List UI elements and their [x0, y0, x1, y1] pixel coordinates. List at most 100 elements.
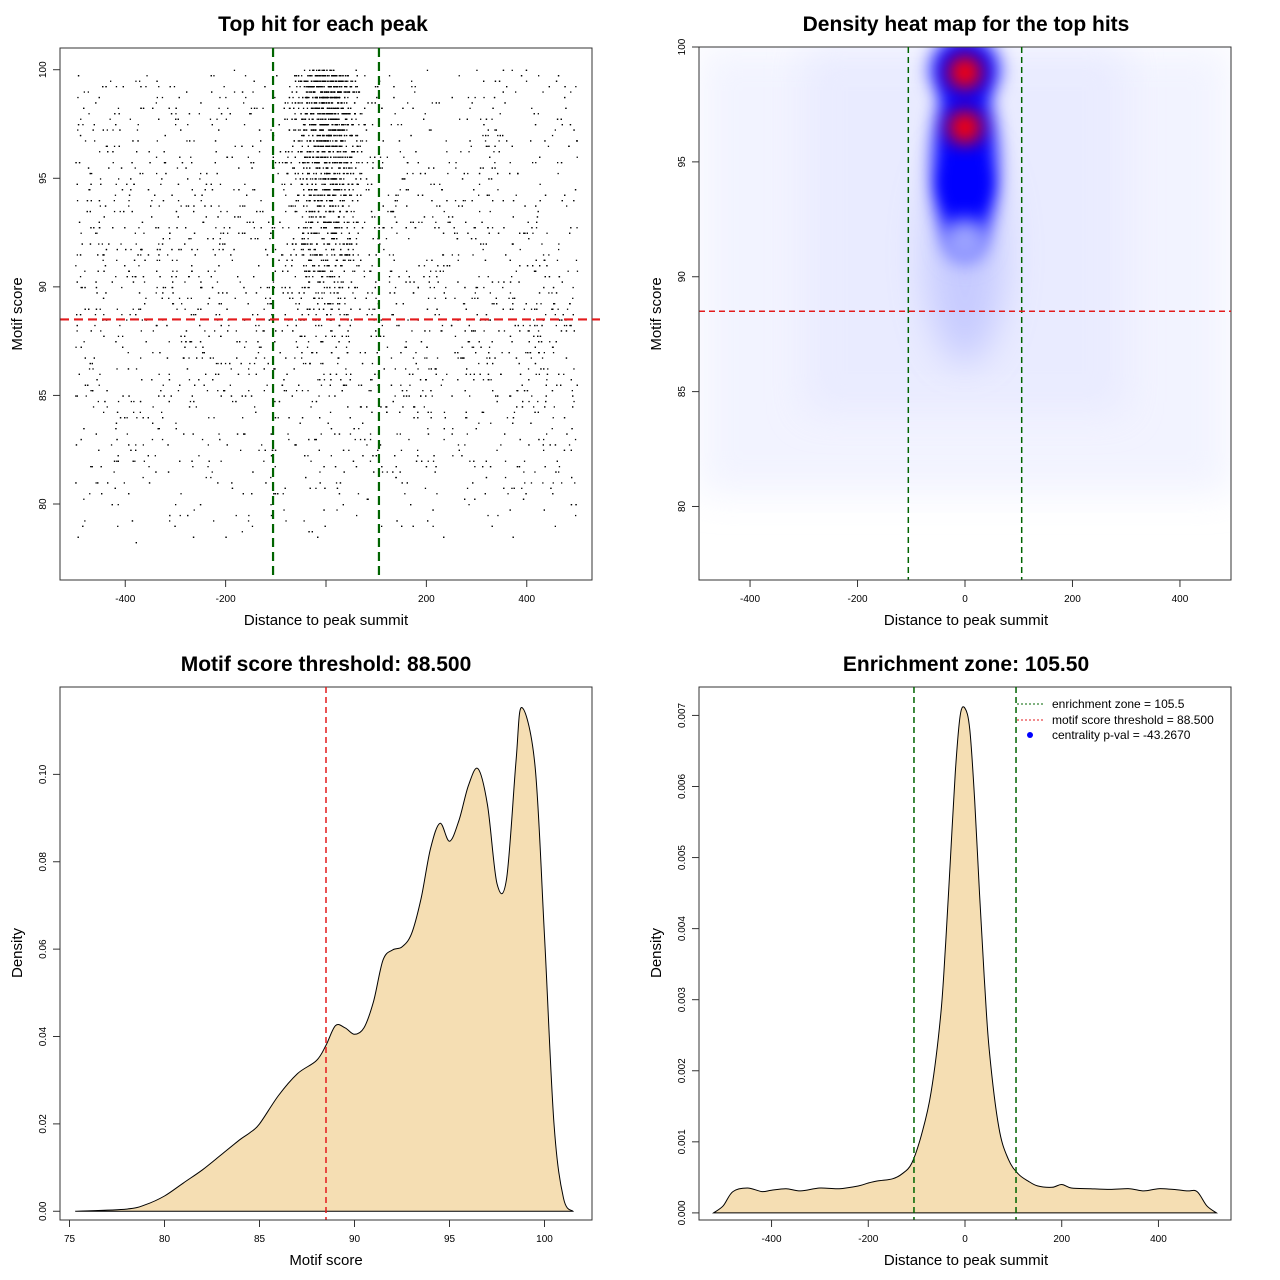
scatter-point	[332, 210, 334, 213]
scatter-point	[97, 482, 99, 484]
scatter-point	[147, 254, 150, 256]
scatter-point	[545, 384, 547, 386]
scatter-point	[255, 330, 258, 332]
scatter-point	[308, 281, 311, 283]
scatter-point	[356, 75, 358, 77]
scatter-point	[91, 466, 93, 468]
scatter-point	[457, 444, 460, 446]
scatter-point	[338, 303, 341, 305]
scatter-point	[493, 96, 496, 99]
scatter-point	[339, 286, 341, 289]
scatter-point	[338, 433, 341, 435]
scatter-point	[355, 91, 358, 93]
scatter-point	[447, 221, 449, 223]
scatter-point	[317, 292, 319, 294]
scatter-point	[320, 124, 322, 126]
scatter-point	[515, 270, 517, 272]
scatter-point	[322, 156, 324, 158]
scatter-point	[220, 335, 222, 337]
scatter-point	[394, 200, 396, 202]
scatter-point	[287, 292, 289, 294]
scatter-point	[233, 69, 236, 71]
scatter-point	[498, 80, 501, 82]
scatter-point	[306, 102, 308, 104]
scatter-point	[321, 297, 323, 299]
scatter-point	[75, 162, 77, 164]
scatter-point	[570, 324, 572, 327]
scatter-point	[555, 324, 557, 327]
scatter-point	[322, 189, 324, 191]
scatter-point	[263, 460, 265, 462]
scatter-point	[89, 189, 91, 191]
scatter-point	[305, 129, 308, 131]
scatter-point	[350, 210, 352, 213]
scatter-point	[247, 303, 249, 305]
scatter-point	[325, 210, 327, 213]
scatter-point	[353, 210, 355, 213]
scatter-point	[509, 281, 512, 283]
scatter-point	[315, 487, 317, 489]
scatter-point	[188, 113, 191, 115]
scatter-point	[411, 86, 413, 88]
scatter-point	[339, 314, 341, 316]
scatter-point	[314, 162, 316, 164]
scatter-point	[318, 113, 320, 115]
scatter-point	[454, 297, 456, 299]
scatter-point	[120, 167, 123, 169]
scatter-point	[369, 270, 371, 272]
scatter-point	[194, 384, 196, 386]
scatter-point	[364, 107, 366, 109]
scatter-point	[295, 75, 297, 77]
scatter-point	[229, 227, 231, 229]
scatter-point	[417, 455, 419, 457]
scatter-point	[84, 270, 86, 272]
scatter-point	[319, 482, 321, 484]
scatter-point	[158, 118, 160, 120]
scatter-point	[193, 232, 196, 234]
scatter-point	[155, 292, 157, 294]
scatter-point	[349, 238, 351, 240]
scatter-point	[306, 151, 308, 153]
scatter-point	[451, 395, 453, 397]
scatter-point	[442, 379, 444, 381]
scatter-point	[158, 395, 160, 397]
scatter-point	[509, 172, 511, 175]
scatter-point	[446, 151, 448, 153]
scatter-point	[289, 86, 291, 88]
scatter-point	[316, 118, 318, 120]
scatter-point	[330, 205, 332, 207]
scatter-point	[327, 172, 329, 175]
scatter-point	[248, 368, 250, 370]
scatter-point	[508, 297, 510, 299]
scatter-point	[80, 118, 82, 120]
scatter-point	[321, 75, 323, 77]
scatter-point	[309, 140, 311, 142]
scatter-point	[201, 357, 203, 359]
scatter-point	[512, 536, 514, 538]
scatter-point	[309, 254, 312, 256]
scatter-point	[211, 286, 214, 289]
scatter-point	[158, 205, 160, 207]
scatter-point	[102, 254, 104, 256]
scatter-point	[356, 514, 358, 517]
scatter-point	[301, 102, 303, 104]
scatter-point	[556, 384, 558, 386]
scatter-point	[355, 118, 357, 120]
scatter-point	[323, 221, 325, 223]
scatter-point	[244, 75, 247, 77]
scatter-point	[206, 390, 209, 392]
scatter-point	[329, 86, 332, 88]
scatter-point	[120, 243, 122, 245]
scatter-point	[148, 151, 150, 153]
scatter-point	[394, 455, 396, 457]
scatter-point	[481, 411, 483, 413]
scatter-point	[497, 134, 499, 137]
scatter-point	[324, 80, 326, 82]
scatter-point	[113, 145, 116, 147]
scatter-point	[571, 476, 573, 479]
scatter-point	[215, 362, 218, 365]
scatter-point	[311, 178, 314, 180]
scatter-point	[448, 162, 450, 164]
scatter-point	[571, 390, 573, 392]
scatter-point	[116, 460, 118, 462]
